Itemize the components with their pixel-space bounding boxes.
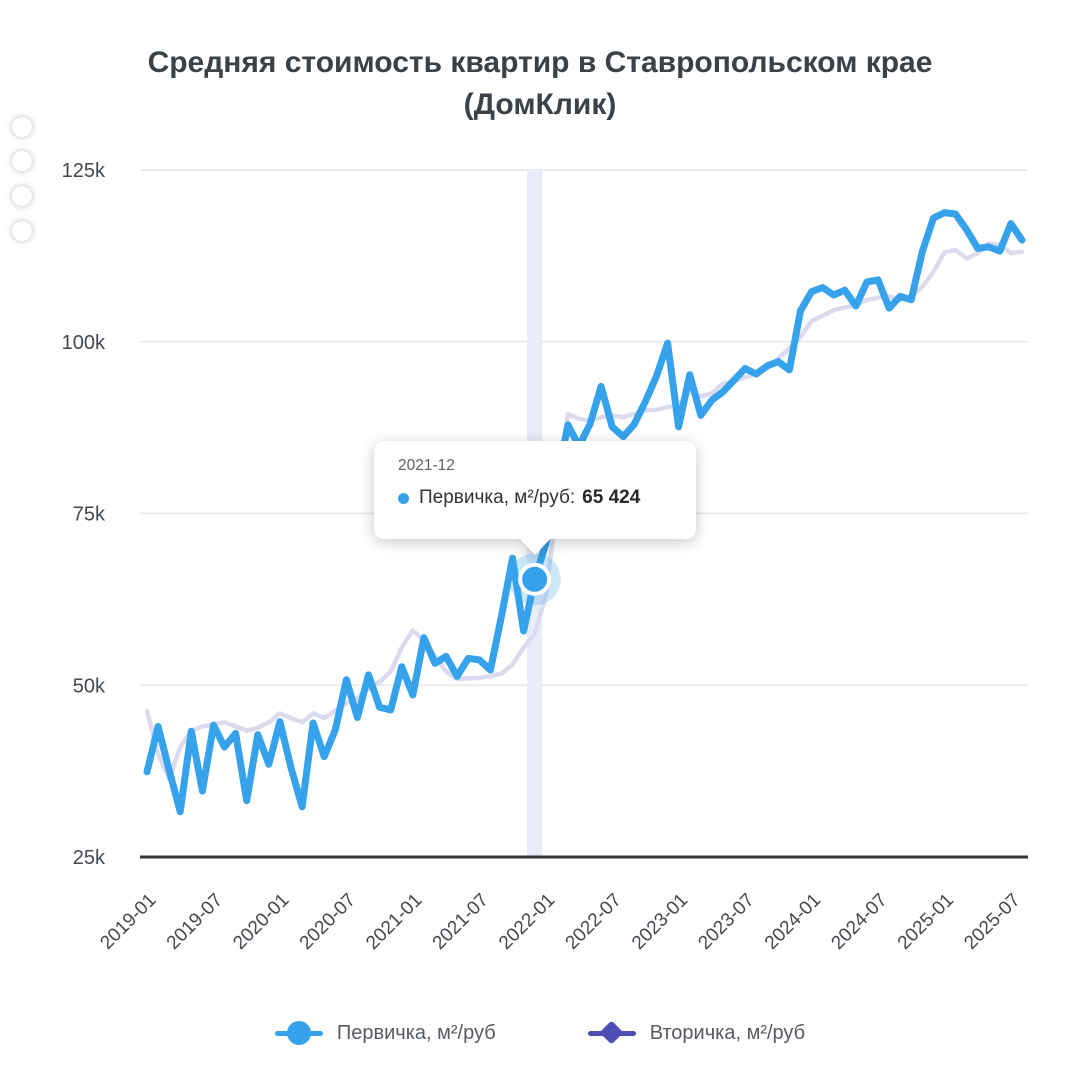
tooltip-series-dot-icon bbox=[398, 492, 409, 504]
tooltip-date: 2021-12 bbox=[398, 457, 455, 474]
series-line-secondary bbox=[144, 241, 1025, 782]
xtick-label-2024-07: 2024-07 bbox=[827, 890, 891, 954]
tooltip-series-label: Первичка, м²/руб: bbox=[419, 487, 576, 508]
legend-item-secondary[interactable]: Вторичка, м²/руб bbox=[587, 1020, 806, 1046]
xtick-label-2025-01: 2025-01 bbox=[894, 890, 958, 954]
xtick-label-2020-07: 2020-07 bbox=[296, 890, 360, 954]
tooltip-series-row: Первичка, м²/руб: 65 424 bbox=[398, 487, 676, 509]
xtick-label-2025-07: 2025-07 bbox=[960, 890, 1024, 954]
xtick-label-2024-01: 2024-01 bbox=[761, 890, 825, 954]
ytick-label-50k: 50k bbox=[73, 675, 106, 697]
ytick-label-100k: 100k bbox=[62, 332, 106, 354]
tooltip-arrow bbox=[519, 538, 551, 555]
ytick-label-75k: 75k bbox=[73, 504, 106, 526]
ytick-label-125k: 125k bbox=[62, 160, 106, 182]
ytick-label-25k: 25k bbox=[73, 847, 106, 869]
legend-item-primary[interactable]: Первичка, м²/руб bbox=[274, 1020, 496, 1046]
chart-title: Средняя стоимость квартир в Ставропольск… bbox=[0, 42, 1080, 126]
xtick-label-2020-01: 2020-01 bbox=[229, 890, 293, 954]
legend-label-secondary: Вторичка, м²/руб bbox=[649, 1021, 806, 1044]
xtick-label-2019-01: 2019-01 bbox=[96, 890, 160, 954]
xtick-label-2022-07: 2022-07 bbox=[562, 890, 626, 954]
xtick-label-2021-07: 2021-07 bbox=[429, 890, 493, 954]
legend-label-primary: Первичка, м²/руб bbox=[336, 1021, 496, 1044]
floating-dot-button-2[interactable] bbox=[12, 151, 32, 171]
floating-dot-button-1[interactable] bbox=[12, 117, 32, 137]
selected-point-marker bbox=[522, 566, 548, 592]
series-line-primary bbox=[143, 209, 1026, 816]
chart-title-line2: (ДомКлик) bbox=[463, 88, 617, 121]
primary-line-circle-icon bbox=[274, 1020, 323, 1046]
chart-legend: Первичка, м²/руб Вторичка, м²/руб bbox=[0, 1020, 1080, 1046]
xtick-label-2021-01: 2021-01 bbox=[362, 890, 426, 954]
floating-dot-button-4[interactable] bbox=[12, 221, 32, 241]
xtick-label-2022-01: 2022-01 bbox=[495, 890, 559, 954]
floating-dot-button-3[interactable] bbox=[12, 186, 32, 206]
chart-title-line1: Средняя стоимость квартир в Ставропольск… bbox=[147, 46, 933, 79]
tooltip-value: 65 424 bbox=[582, 487, 641, 508]
chart-tooltip: 2021-12 Первичка, м²/руб: 65 424 bbox=[374, 441, 696, 555]
xtick-label-2023-07: 2023-07 bbox=[694, 890, 758, 954]
xtick-label-2023-01: 2023-01 bbox=[628, 890, 692, 954]
xtick-label-2019-07: 2019-07 bbox=[163, 890, 227, 954]
secondary-line-diamond-icon bbox=[587, 1020, 636, 1046]
